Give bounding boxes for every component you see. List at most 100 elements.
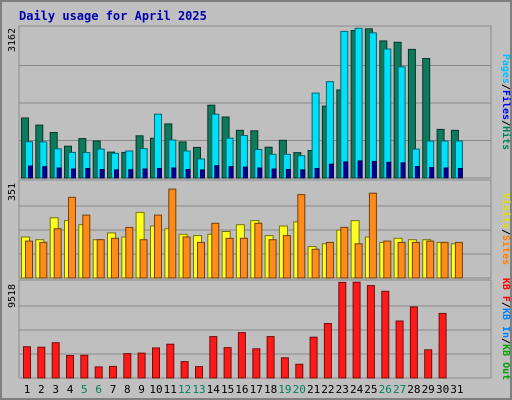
legend-entry: / [500,338,511,344]
bar-sites [139,239,148,279]
x-tick-label: 11 [164,383,177,396]
x-tick-label: 23 [336,383,349,396]
bar-pages [343,161,349,179]
legend-entry: / [500,302,511,308]
bar-pages [214,165,220,179]
x-tick-label: 21 [307,383,320,396]
x-tick-label: 29 [422,383,435,396]
y-max-label: 351 [7,183,18,201]
bar-kbf [438,312,447,379]
bar-sites [254,222,263,279]
bar-files [325,81,334,179]
bar-kbf [409,306,418,379]
y-max-label: 3162 [7,28,18,52]
x-tick-label: 6 [95,383,102,396]
bar-pages [314,168,320,179]
bar-pages [56,167,62,179]
legend-text: Pages/Files/Hits [500,54,512,150]
bar-pages [400,162,406,179]
bar-sites [125,226,134,279]
legend-entry: Sites [500,235,512,265]
bar-sites [197,241,205,279]
bar-sites [154,214,162,279]
bar-pages [443,167,449,179]
bar-sites [211,222,220,279]
bar-pages [414,166,420,179]
bar-kbf [266,336,275,379]
bar-files [311,92,320,179]
legend-entry: Visits [500,193,512,229]
bar-files [383,48,392,179]
bar-kbf [309,336,318,379]
bar-pages [457,168,463,179]
legend-entry: Hits [500,126,512,150]
x-axis-days: 1 2 3 4 5 6 7 8 9 10 11 12 13 14 15 16 17 18 19 20 21 22 23 24 2… [24,383,464,396]
bar-pages [171,167,177,179]
y-max-label: 9518 [7,284,18,308]
x-tick-label: 27 [393,383,406,396]
bar-kbf [109,365,117,379]
bar-kbf [223,347,232,379]
bar-pages [114,169,119,179]
bar-pages [386,161,392,179]
bar-sites [82,214,91,279]
bar-kbf [94,366,103,379]
visits-sites-legend: Visits/Sites [500,193,512,265]
x-tick-label: 26 [379,383,392,396]
bar-sites [68,196,76,279]
x-tick-label: 3 [52,383,59,396]
bar-pages [142,168,148,179]
legend-entry: Files [500,90,512,120]
visits-sites-panel: 351 [7,179,492,279]
chart-title: Daily usage for April 2025 [19,9,207,23]
bar-kbf [280,357,289,379]
x-tick-label: 10 [149,383,162,396]
bar-kbf [66,355,74,379]
kb-panel: 9518 [7,279,492,379]
x-tick-label: 17 [250,383,263,396]
bar-kbf [51,342,60,379]
bar-files [354,27,363,179]
bar-kbf [295,363,304,379]
pages-files-hits-panel: 3162 [7,25,492,179]
x-tick-label: 25 [364,383,377,396]
bar-pages [328,163,334,179]
x-tick-label: 18 [264,383,277,396]
bar-sites [397,241,406,279]
bar-pages [300,169,306,179]
bar-pages [28,165,33,179]
legend-text: Visits/Sites [500,193,512,265]
bar-sites [297,194,306,279]
x-tick-label: 28 [407,383,420,396]
legend-entry: KB Out [500,344,511,380]
bar-pages [128,169,134,179]
bar-kbf [209,336,218,379]
bar-sites [182,236,191,279]
x-tick-label: 2 [38,383,45,396]
bar-pages [185,169,191,179]
legend-entry: / [500,229,511,235]
bar-sites [168,188,177,279]
bar-kbf [237,332,246,379]
bar-kbf [137,352,146,379]
x-tick-label: 7 [110,383,117,396]
bar-pages [271,168,277,179]
bar-kbf [123,353,132,379]
x-tick-label: 30 [436,383,449,396]
bar-kbf [166,343,175,379]
x-tick-label: 8 [124,383,131,396]
x-tick-label: 24 [350,383,364,396]
bar-kbf [37,346,46,379]
x-tick-label: 5 [81,383,88,396]
bar-kbf [23,346,31,379]
x-tick-label: 22 [321,383,334,396]
bar-files [368,32,377,179]
bar-kbf [352,281,361,379]
bar-sites [25,240,33,279]
bar-sites [311,248,320,279]
bar-pages [71,168,76,179]
x-tick-label: 20 [293,383,306,396]
x-tick-label: 31 [450,383,463,396]
legend-entry: / [500,120,511,126]
